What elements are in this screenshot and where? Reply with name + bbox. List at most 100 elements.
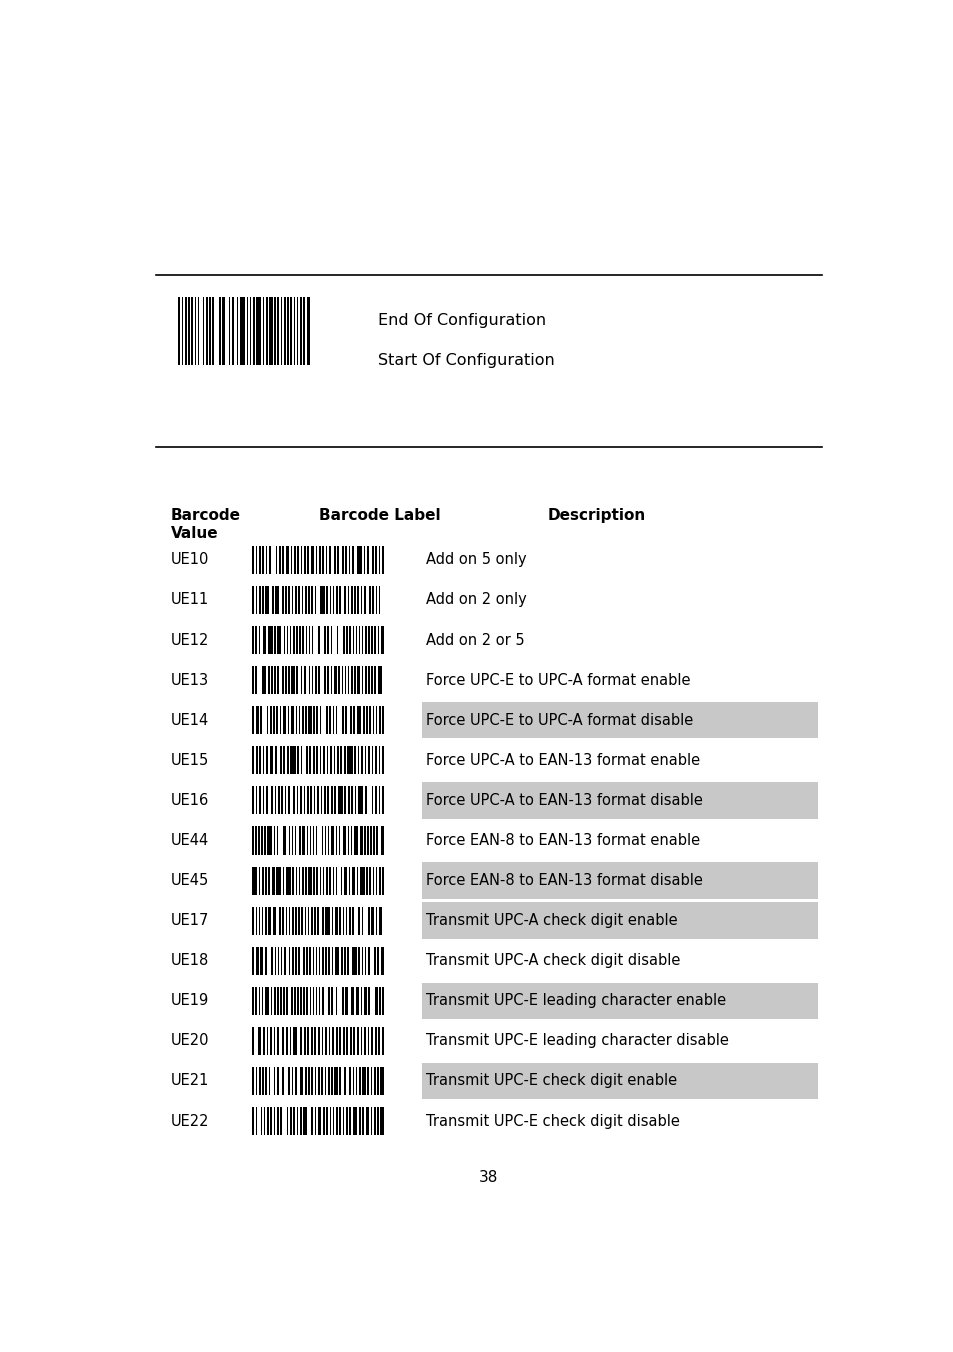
Bar <box>296 1107 298 1136</box>
Bar <box>265 585 269 614</box>
Bar <box>311 907 313 934</box>
Bar <box>285 585 287 614</box>
Bar <box>363 546 365 575</box>
Bar <box>302 706 303 734</box>
Bar <box>265 946 266 975</box>
Bar <box>209 297 211 365</box>
Text: UE10: UE10 <box>171 553 209 568</box>
Bar <box>362 1067 365 1095</box>
Bar <box>252 706 253 734</box>
Bar <box>307 826 308 854</box>
Bar <box>252 667 253 694</box>
Bar <box>321 1067 323 1095</box>
Text: Add on 2 or 5: Add on 2 or 5 <box>426 633 524 648</box>
Bar <box>331 787 333 814</box>
Bar <box>328 1026 330 1055</box>
Bar <box>335 826 336 854</box>
Bar <box>265 867 267 895</box>
Bar <box>332 907 333 934</box>
Bar <box>334 746 335 775</box>
Bar <box>264 826 266 854</box>
Bar <box>335 706 337 734</box>
Text: Force UPC-E to UPC-A format enable: Force UPC-E to UPC-A format enable <box>426 673 690 688</box>
Bar <box>252 1067 253 1095</box>
Bar <box>206 297 208 365</box>
Bar <box>252 1107 253 1136</box>
Bar <box>324 787 325 814</box>
Bar <box>270 1026 272 1055</box>
Bar <box>318 946 320 975</box>
Bar <box>375 907 377 934</box>
Bar <box>279 907 280 934</box>
Bar <box>300 667 302 694</box>
Bar <box>346 1107 347 1136</box>
Bar <box>347 746 353 775</box>
Bar <box>298 585 299 614</box>
Bar <box>293 626 294 654</box>
Bar <box>304 907 306 934</box>
Bar <box>255 585 257 614</box>
Bar <box>291 546 292 575</box>
Text: Start Of Configuration: Start Of Configuration <box>377 353 555 368</box>
Bar <box>329 706 331 734</box>
Bar <box>380 946 383 975</box>
Bar <box>356 706 361 734</box>
Bar <box>335 907 337 934</box>
Text: 38: 38 <box>478 1169 498 1184</box>
Bar <box>284 787 286 814</box>
Bar <box>255 946 258 975</box>
Bar <box>375 867 377 895</box>
Bar <box>334 667 336 694</box>
Bar <box>335 946 339 975</box>
Bar <box>375 826 377 854</box>
Bar <box>369 867 371 895</box>
Bar <box>374 1107 375 1136</box>
Bar <box>313 867 314 895</box>
Bar <box>300 1026 302 1055</box>
Bar <box>307 787 309 814</box>
Bar <box>326 867 327 895</box>
Bar <box>345 706 347 734</box>
Bar <box>258 585 260 614</box>
Bar <box>252 546 253 575</box>
Bar <box>374 1067 375 1095</box>
Text: Force EAN-8 to EAN-13 format disable: Force EAN-8 to EAN-13 format disable <box>426 873 702 888</box>
Bar <box>272 585 274 614</box>
Bar <box>315 987 317 1015</box>
Bar <box>360 987 362 1015</box>
Bar <box>367 1067 369 1095</box>
Bar <box>322 867 324 895</box>
Bar <box>364 946 366 975</box>
Bar <box>299 1107 301 1136</box>
Bar <box>192 297 193 365</box>
Bar <box>258 546 260 575</box>
Bar <box>313 706 314 734</box>
Bar <box>326 585 328 614</box>
Bar <box>375 706 377 734</box>
Bar <box>266 787 268 814</box>
Bar <box>276 706 277 734</box>
Bar <box>311 546 314 575</box>
Bar <box>371 1067 372 1095</box>
Bar <box>292 1067 294 1095</box>
Bar <box>382 867 383 895</box>
Bar <box>313 746 314 775</box>
Bar <box>363 987 367 1015</box>
Bar <box>260 1107 262 1136</box>
Bar <box>255 667 256 694</box>
Bar <box>304 546 305 575</box>
Bar <box>271 667 273 694</box>
Bar <box>359 826 362 854</box>
Bar <box>317 667 319 694</box>
Bar <box>380 1067 383 1095</box>
Bar <box>335 1067 337 1095</box>
Bar <box>178 297 180 365</box>
Bar <box>285 907 287 934</box>
Bar <box>302 626 304 654</box>
Bar <box>286 1026 288 1055</box>
Bar <box>340 867 342 895</box>
Bar <box>314 1026 315 1055</box>
Bar <box>337 787 342 814</box>
Bar <box>344 585 346 614</box>
Bar <box>290 746 295 775</box>
